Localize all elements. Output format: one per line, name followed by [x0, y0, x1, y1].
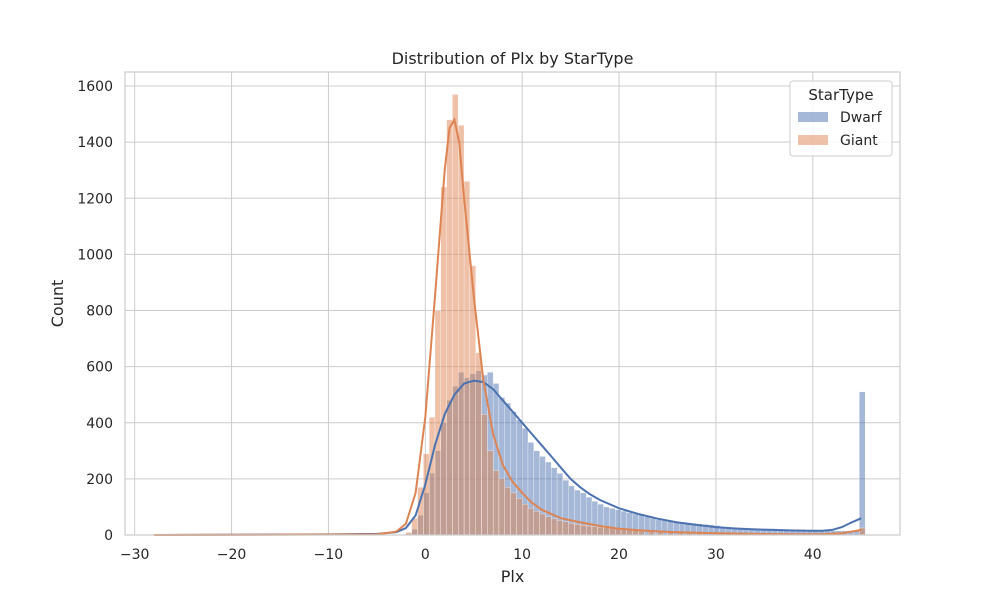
- bar-giant: [533, 510, 540, 536]
- bar-giant: [580, 525, 587, 536]
- y-tick-label: 400: [86, 416, 113, 432]
- kde-line-giant: [154, 116, 862, 536]
- bar-giant: [574, 524, 581, 536]
- x-tick-label: 30: [707, 547, 725, 563]
- legend-swatch-dwarf: [798, 112, 828, 122]
- bar-giant: [632, 530, 639, 536]
- bar-giant: [504, 487, 511, 536]
- bar-dwarf: [859, 391, 866, 536]
- legend-label-giant: Giant: [840, 133, 878, 149]
- legend-title: StarType: [808, 86, 873, 104]
- legend-label-dwarf: Dwarf: [840, 110, 883, 126]
- bar-giant: [487, 450, 494, 536]
- bar-giant: [568, 523, 575, 536]
- bar-giant: [475, 352, 482, 536]
- bar-giant: [562, 521, 569, 536]
- bar-giant: [585, 525, 593, 536]
- bar-giant: [446, 119, 453, 536]
- chart-title: Distribution of Plx by StarType: [392, 49, 634, 68]
- kde-line-dwarf: [154, 379, 862, 536]
- y-axis-label: Count: [48, 280, 67, 328]
- bar-giant: [452, 94, 459, 536]
- bar-giant: [510, 492, 517, 536]
- bar-giant: [440, 186, 447, 536]
- plot-frame: [124, 71, 901, 536]
- bar-giant: [556, 520, 564, 536]
- bar-giant: [429, 416, 436, 536]
- x-tick-label: −20: [217, 547, 247, 563]
- bar-giant: [492, 470, 500, 536]
- x-tick-label: 0: [421, 547, 430, 563]
- kde-lines: [154, 116, 862, 536]
- histogram-bars: [405, 94, 866, 536]
- x-tick-label: 40: [804, 547, 822, 563]
- bar-giant: [423, 453, 430, 536]
- y-tick-label: 1000: [77, 247, 113, 263]
- y-axis-ticks: 0 200 400 600 800 1000 1200 1400 1600: [77, 79, 113, 544]
- x-tick-label: 10: [513, 547, 531, 563]
- bar-giant: [527, 508, 534, 536]
- x-tick-label: 20: [610, 547, 628, 563]
- y-tick-label: 200: [86, 472, 113, 488]
- bar-giant: [859, 527, 866, 536]
- bar-giant: [434, 310, 441, 536]
- bar-giant: [551, 518, 558, 536]
- x-tick-label: −10: [314, 547, 344, 563]
- bar-giant: [591, 526, 598, 536]
- x-tick-label: −30: [120, 547, 150, 563]
- bar-giant: [545, 516, 552, 536]
- bar-giant: [539, 513, 546, 536]
- legend: StarType Dwarf Giant: [789, 80, 893, 157]
- y-tick-label: 1200: [77, 191, 113, 207]
- y-tick-label: 800: [86, 304, 113, 320]
- bar-giant: [603, 527, 610, 536]
- legend-swatch-giant: [798, 135, 828, 145]
- bar-giant: [597, 526, 604, 536]
- y-tick-label: 0: [104, 528, 113, 544]
- bar-giant: [609, 528, 616, 536]
- bar-giant: [516, 498, 523, 536]
- y-tick-label: 1400: [77, 135, 113, 151]
- y-tick-label: 600: [86, 360, 113, 376]
- bar-giant: [522, 503, 529, 536]
- x-axis-label: Plx: [501, 567, 525, 586]
- x-axis-ticks: −30 −20 −10 0 10 20 30 40: [120, 547, 822, 563]
- y-tick-label: 1600: [77, 79, 113, 95]
- bar-giant: [498, 478, 505, 536]
- bar-giant: [481, 414, 488, 536]
